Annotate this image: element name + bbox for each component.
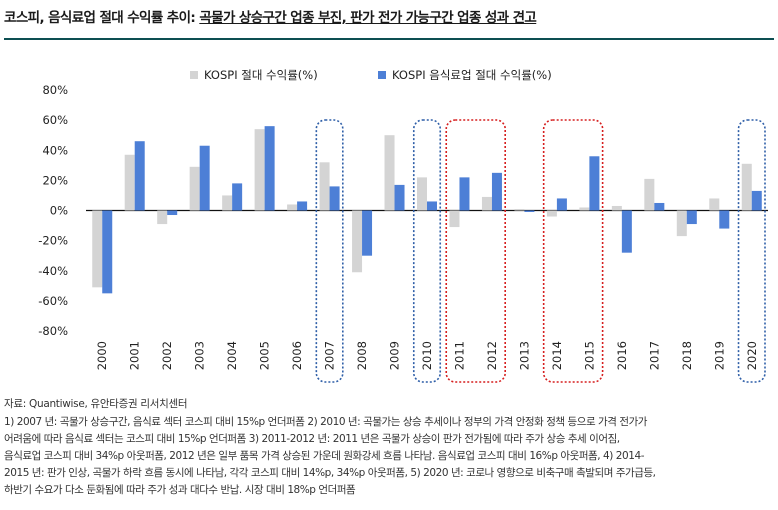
bar-food: [134, 141, 145, 211]
x-tick-label: 2018: [680, 341, 694, 370]
footnote-line: 어려움에 따라 음식료 섹터는 코스피 대비 15%p 언더퍼폼 3) 2011…: [4, 433, 620, 445]
bar-food: [459, 177, 470, 211]
x-tick-label: 2004: [225, 341, 239, 370]
title-underline-rule: [4, 38, 774, 40]
x-tick-label: 2002: [160, 341, 174, 370]
x-tick-label: 2011: [452, 341, 466, 370]
bar-kospi: [709, 198, 720, 211]
bar-kospi: [449, 210, 460, 228]
footnote-line: 음식료업 코스피 대비 34%p 아웃퍼폼, 2012 년은 일부 품목 가격 …: [4, 450, 645, 462]
bar-kospi: [352, 210, 363, 273]
y-tick-label: 40%: [42, 143, 68, 157]
bar-kospi: [254, 129, 265, 211]
bar-food: [556, 198, 567, 211]
highlight-box: [315, 119, 344, 383]
y-tick-label: -40%: [38, 264, 68, 278]
y-tick-label: 80%: [42, 83, 68, 97]
legend-label: KOSPI 음식료업 절대 수익률(%): [392, 68, 552, 82]
chart-title: 코스피, 음식료업 절대 수익률 추이: 곡물가 상승구간 업종 부진, 판가 …: [4, 6, 774, 26]
bar-food: [102, 210, 113, 294]
y-tick-label: 20%: [42, 173, 68, 187]
footnote-line: 1) 2007 년: 곡물가 상승구간, 음식료 섹터 코스피 대비 15%p …: [4, 416, 647, 428]
bar-food: [427, 201, 437, 211]
title-prefix: 코스피, 음식료업 절대 수익률 추이:: [4, 10, 200, 26]
bar-kospi: [579, 207, 590, 211]
title-row: 코스피, 음식료업 절대 수익률 추이: 곡물가 상승구간 업종 부진, 판가 …: [4, 6, 774, 40]
bar-food: [719, 210, 730, 229]
x-tick-label: 2017: [647, 341, 661, 370]
x-tick-label: 2016: [615, 341, 629, 370]
bar-chart: 80% 60% 40% 20% 0% -20% -40% -60% -80% 2000 2001 20…: [38, 68, 768, 383]
x-tick-label: 2001: [128, 341, 142, 370]
bar-kospi: [287, 204, 298, 211]
x-tick-label: 2000: [95, 341, 109, 370]
x-tick-label: 2020: [745, 341, 759, 370]
highlight-box: [542, 119, 604, 383]
legend-label: KOSPI 절대 수익률(%): [204, 68, 318, 82]
x-tick-label: 2009: [388, 341, 402, 370]
bar-kospi: [676, 210, 687, 237]
bar-food: [524, 210, 535, 213]
bar-food: [654, 202, 665, 211]
bar-food: [751, 190, 762, 211]
y-tick-label: 60%: [42, 113, 68, 127]
bar-kospi: [514, 208, 525, 211]
bar-kospi: [319, 162, 330, 211]
highlight-box: [445, 119, 506, 383]
bar-kospi: [417, 177, 427, 211]
bar-food: [394, 184, 405, 211]
bar-kospi: [157, 210, 168, 225]
bar-kospi: [741, 163, 752, 211]
y-tick-label: -60%: [38, 294, 68, 308]
x-tick-label: 2010: [420, 341, 434, 370]
bar-food: [686, 210, 697, 225]
legend-swatch: [190, 71, 198, 79]
x-tick-label: 2003: [193, 341, 207, 370]
x-tick-label: 2019: [712, 341, 726, 370]
bar-kospi: [222, 195, 233, 211]
bar-food: [232, 183, 243, 211]
footnotes: 1) 2007 년: 곡물가 상승구간, 음식료 섹터 코스피 대비 15%p …: [4, 414, 774, 499]
bar-kospi: [92, 210, 103, 288]
bar-food: [199, 145, 210, 211]
x-tick-label: 2012: [485, 341, 499, 370]
title-highlight: 곡물가 상승구간 업종 부진, 판가 전가 가능구간 업종 성과 견고: [199, 10, 537, 26]
bar-kospi: [189, 166, 200, 211]
bar-kospi: [384, 135, 395, 211]
bar-food: [589, 156, 600, 211]
y-tick-label: 0%: [50, 204, 68, 218]
bar-kospi: [546, 210, 557, 217]
x-tick-label: 2014: [550, 341, 564, 370]
x-tick-label: 2013: [517, 341, 531, 370]
highlight-box: [737, 119, 766, 383]
footnote-line: 2015 년: 판가 인상, 곡물가 하락 흐름 동시에 나타남, 각각 코스피…: [4, 467, 656, 479]
bar-food: [491, 172, 502, 211]
x-tick-label: 2005: [258, 341, 272, 370]
y-tick-label: -20%: [38, 234, 68, 248]
legend-swatch: [378, 71, 386, 79]
source-note: 자료: Quantiwise, 유안타증권 리서치센터: [4, 398, 188, 410]
bar-kospi: [481, 196, 492, 211]
x-tick-label: 2006: [290, 341, 304, 370]
bar-food: [621, 210, 632, 253]
bar-food: [362, 210, 373, 256]
highlight-box: [412, 119, 442, 383]
bar-kospi: [611, 205, 622, 211]
x-tick-label: 2007: [323, 341, 337, 370]
bar-food: [167, 210, 178, 216]
x-tick-label: 2008: [355, 341, 369, 370]
x-tick-label: 2015: [582, 341, 596, 370]
footnote-line: 하반기 수요가 다소 둔화됨에 따라 주가 성과 대다수 반납. 시장 대비 1…: [4, 484, 356, 496]
bar-food: [329, 186, 340, 211]
y-tick-label: -80%: [38, 324, 68, 338]
bar-kospi: [644, 178, 655, 211]
bar-food: [297, 201, 308, 211]
bar-food: [264, 126, 275, 211]
bar-kospi: [124, 154, 135, 211]
